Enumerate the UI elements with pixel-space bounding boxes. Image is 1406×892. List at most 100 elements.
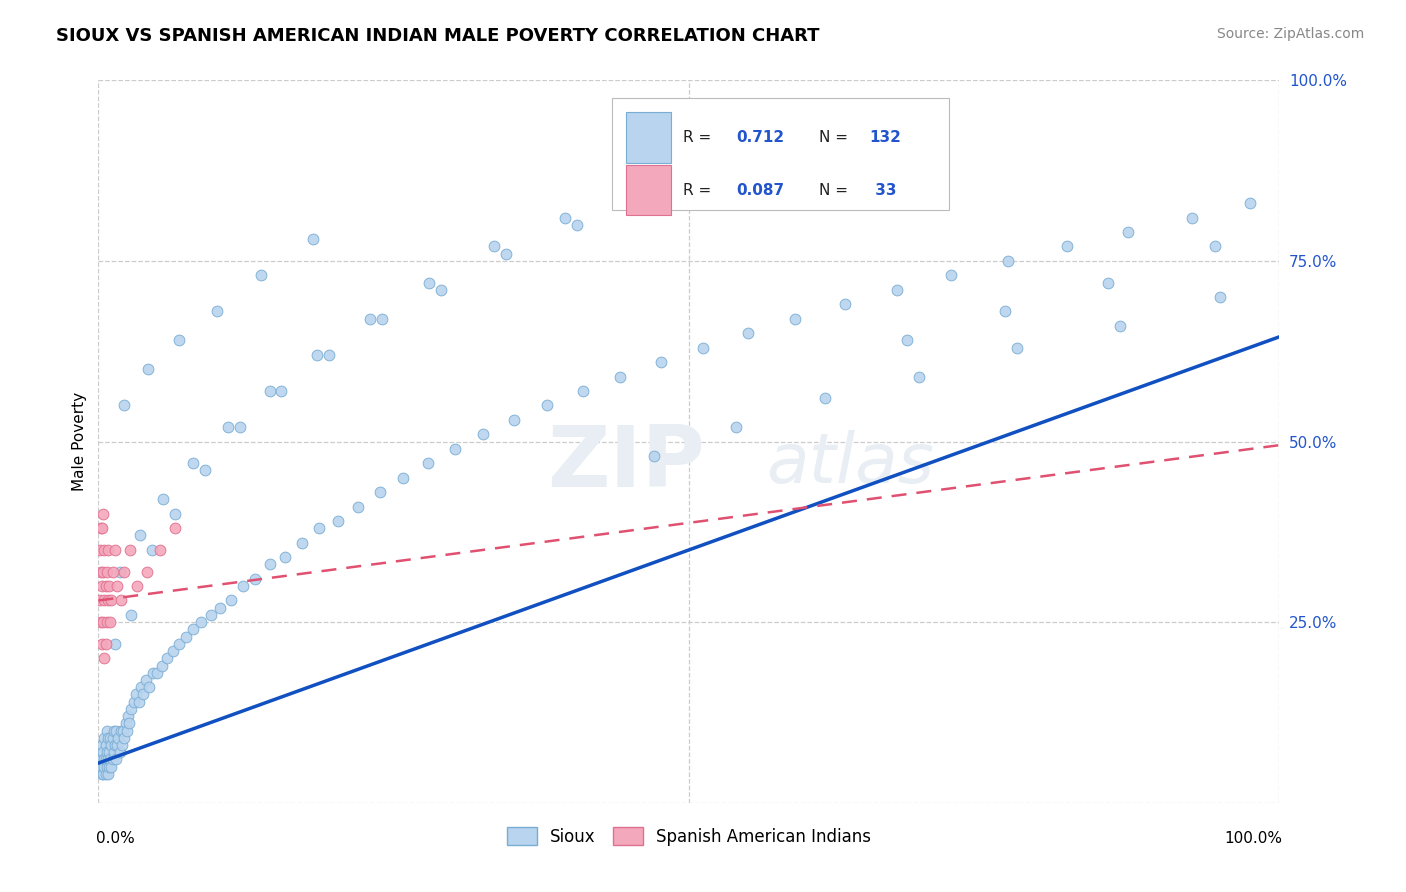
- Point: [93, 651, 115, 665]
- Point: [503, 413, 526, 427]
- Point: [418, 276, 440, 290]
- Point: [91, 615, 114, 630]
- Point: [127, 579, 149, 593]
- Point: [114, 716, 136, 731]
- Point: [630, 174, 652, 188]
- Point: [128, 695, 150, 709]
- Point: [111, 738, 134, 752]
- Point: [132, 687, 155, 701]
- Point: [91, 565, 114, 579]
- Point: [96, 760, 118, 774]
- Point: [112, 723, 135, 738]
- Point: [167, 637, 190, 651]
- Point: [430, 283, 453, 297]
- Point: [90, 760, 112, 774]
- Point: [93, 731, 115, 745]
- Point: [91, 637, 114, 651]
- Point: [115, 723, 138, 738]
- Text: 100.0%: 100.0%: [1223, 830, 1282, 846]
- Text: 33: 33: [870, 183, 896, 198]
- Point: [94, 738, 117, 752]
- Point: [270, 384, 292, 398]
- Point: [90, 565, 112, 579]
- Point: [142, 665, 165, 680]
- Point: [129, 680, 152, 694]
- Point: [112, 731, 135, 745]
- Point: [97, 593, 120, 607]
- Point: [368, 485, 391, 500]
- Point: [105, 752, 128, 766]
- Y-axis label: Male Poverty: Male Poverty: [72, 392, 87, 491]
- Text: 132: 132: [870, 130, 901, 145]
- Point: [104, 542, 127, 557]
- Point: [101, 731, 124, 745]
- Point: [98, 615, 121, 630]
- Point: [495, 246, 517, 260]
- Point: [107, 731, 129, 745]
- Point: [97, 542, 120, 557]
- Point: [274, 550, 297, 565]
- Point: [725, 420, 748, 434]
- Point: [121, 607, 143, 622]
- Point: [1116, 225, 1139, 239]
- Point: [105, 579, 128, 593]
- Point: [108, 565, 131, 579]
- Point: [97, 752, 120, 766]
- Point: [125, 687, 148, 701]
- Text: N =: N =: [818, 130, 852, 145]
- Point: [136, 362, 159, 376]
- Point: [97, 731, 120, 745]
- Point: [997, 253, 1019, 268]
- Point: [1109, 318, 1132, 333]
- Point: [93, 593, 115, 607]
- Point: [110, 723, 132, 738]
- Point: [209, 600, 232, 615]
- Point: [229, 420, 252, 434]
- Point: [135, 673, 157, 687]
- Point: [737, 326, 759, 340]
- Point: [1204, 239, 1226, 253]
- Point: [231, 579, 253, 593]
- Point: [416, 456, 439, 470]
- Text: atlas: atlas: [766, 430, 934, 497]
- Point: [91, 767, 114, 781]
- Point: [138, 680, 160, 694]
- Point: [121, 702, 143, 716]
- Point: [156, 651, 179, 665]
- Point: [305, 348, 328, 362]
- Point: [96, 565, 118, 579]
- Point: [110, 593, 132, 607]
- Point: [103, 723, 125, 738]
- Point: [834, 297, 856, 311]
- Point: [150, 658, 173, 673]
- Point: [94, 637, 117, 651]
- Point: [167, 334, 190, 348]
- Point: [105, 723, 128, 738]
- Point: [93, 752, 115, 766]
- Point: [100, 593, 122, 607]
- Point: [692, 341, 714, 355]
- Point: [302, 232, 325, 246]
- Point: [205, 304, 228, 318]
- Point: [814, 391, 837, 405]
- Point: [801, 110, 824, 124]
- Point: [308, 521, 330, 535]
- Point: [444, 442, 467, 456]
- Point: [1181, 211, 1204, 225]
- Point: [96, 723, 118, 738]
- Point: [1007, 341, 1029, 355]
- Point: [1239, 196, 1261, 211]
- Point: [112, 398, 135, 412]
- Point: [96, 615, 118, 630]
- Point: [89, 593, 111, 607]
- Point: [245, 572, 267, 586]
- Point: [100, 760, 122, 774]
- Point: [91, 745, 114, 759]
- Point: [994, 304, 1017, 318]
- Text: 0.0%: 0.0%: [96, 830, 135, 846]
- Point: [259, 558, 281, 572]
- FancyBboxPatch shape: [612, 98, 949, 211]
- Point: [97, 767, 120, 781]
- Point: [118, 716, 141, 731]
- Point: [91, 507, 114, 521]
